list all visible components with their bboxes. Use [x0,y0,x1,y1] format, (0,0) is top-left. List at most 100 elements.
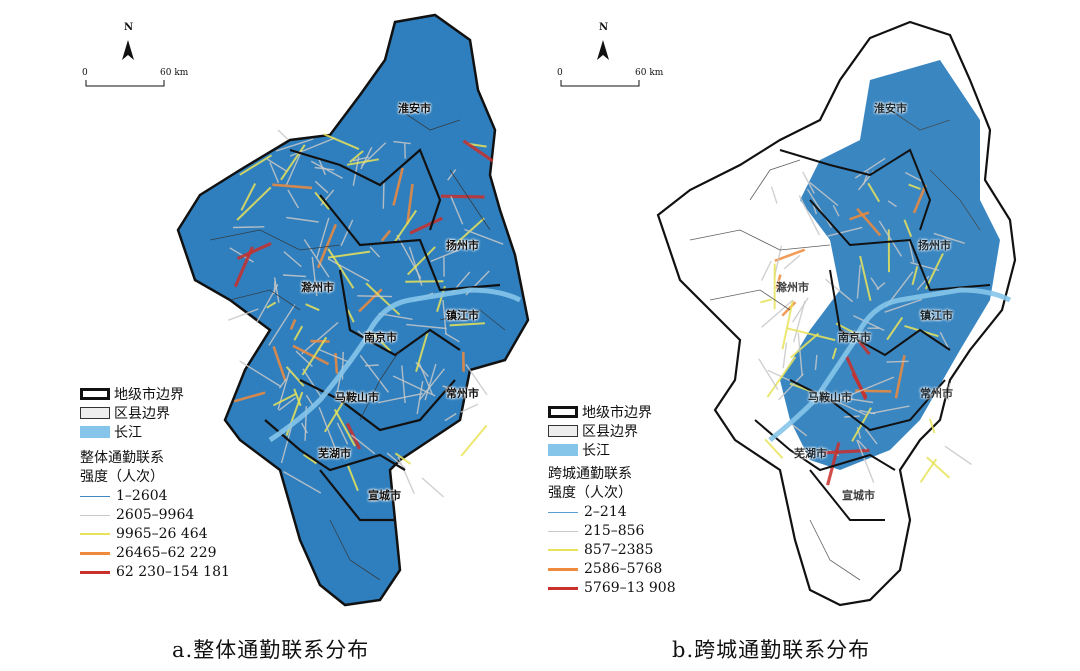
flow-line [416,380,424,415]
flow-line [832,204,840,217]
flow-line [352,156,360,186]
flow-line [440,194,485,199]
caption-overall: a.整体通勤联系分布 [172,638,370,662]
flow-line [774,248,806,263]
flow-line [450,196,464,225]
flow-line [912,184,927,214]
scale-start: 0 [82,68,88,78]
flow-line [465,363,488,396]
flow-line [777,373,804,401]
city-label-xuancheng: 宣城市 [368,489,401,502]
city-label-wuhu: 芜湖市 [794,447,827,460]
flow-line [318,348,352,364]
north-arrow-icon [122,40,134,60]
flow-line [766,356,797,398]
flow-line [415,330,429,372]
flow-line [406,323,447,330]
city-label-nanjing: 南京市 [838,331,871,344]
county-boundaries [689,109,981,581]
flow-line [939,331,949,349]
map-panel-overall: N 0 60 km 淮安市 扬州市 滁州市 镇江市 南京市 常州市 马鞍山市 芜… [0,0,540,662]
legend-title-line2: 强度（人次） [548,485,632,501]
flow-line [302,368,322,397]
flow-line [233,246,254,288]
flow-line [904,171,923,182]
flow-line [349,150,364,163]
flow-line [775,274,782,290]
flow-line [392,167,404,206]
flow-line [831,347,838,360]
flow-line [357,295,393,298]
flow-line [827,226,863,237]
flow-line [311,256,318,297]
flow-line [272,345,287,382]
flow-line [406,183,414,225]
legend-line-swatch [548,567,578,571]
legend-class-label: 9965–26 464 [116,526,208,542]
flow-line [392,375,436,397]
legend-class-row: 9965–26 464 [80,525,230,544]
flow-line [316,217,330,258]
legend-intercity: 地级市边界 区县边界 长江 跨城通勤联系 强度（人次） 2–214 215–856… [548,404,676,598]
flow-line [240,183,257,211]
flow-line [856,439,875,483]
flow-line [856,207,882,237]
flow-line [275,138,314,152]
county-boundary-swatch [548,425,578,437]
flow-line [369,246,381,258]
commute-flows [758,157,972,486]
flow-line [282,274,307,278]
flow-line [444,412,457,422]
flow-line [770,186,778,204]
flow-line [809,181,839,207]
flow-line [316,223,338,269]
flow-line [926,456,951,479]
flow-line [456,217,485,244]
flow-line [444,332,460,343]
flow-line [393,140,411,145]
flow-line [336,422,349,445]
flow-line [327,250,371,259]
legend-line-swatch [80,551,110,555]
flow-line [887,200,897,208]
flow-line [928,418,936,434]
flow-line [300,422,308,434]
flow-line [377,392,423,404]
flow-line [814,354,818,371]
city-label-huaian: 淮安市 [398,102,431,115]
flow-line [303,239,330,278]
flow-line [859,255,872,301]
flow-line [760,260,772,281]
flow-line [449,322,485,327]
flow-line [239,154,273,176]
flow-line [781,300,794,350]
city-label-zhenjiang: 镇江市 [446,309,479,322]
flow-line [782,342,788,369]
flow-line [314,180,329,194]
flow-line [460,403,479,413]
legend-class-row: 1–2604 [80,487,230,506]
flow-line [397,456,415,494]
legend-class-label: 215–856 [584,523,645,539]
flow-line [884,298,923,313]
flow-line [806,188,833,228]
city-label-yangzhou: 扬州市 [446,239,479,252]
flow-line [351,434,376,455]
flow-line [318,406,337,450]
legend-class-label: 26465–62 229 [116,545,217,561]
legend-overall: 地级市边界 区县边界 长江 整体通勤联系 强度（人次） 1–2604 2605–9… [80,386,230,582]
scale-start: 0 [557,68,563,78]
county-boundaries [209,109,506,581]
caption-intercity: b.跨城通勤联系分布 [672,638,871,662]
flow-line [802,171,815,194]
flow-line [857,439,867,450]
legend-title-line2: 强度（人次） [80,469,164,485]
flow-line [798,195,821,236]
commute-flows [228,129,504,498]
flow-line [786,327,836,342]
flow-line [764,438,784,459]
flow-line [409,216,443,235]
flow-line [792,300,806,343]
flow-line [442,385,467,395]
flow-line [947,383,951,401]
